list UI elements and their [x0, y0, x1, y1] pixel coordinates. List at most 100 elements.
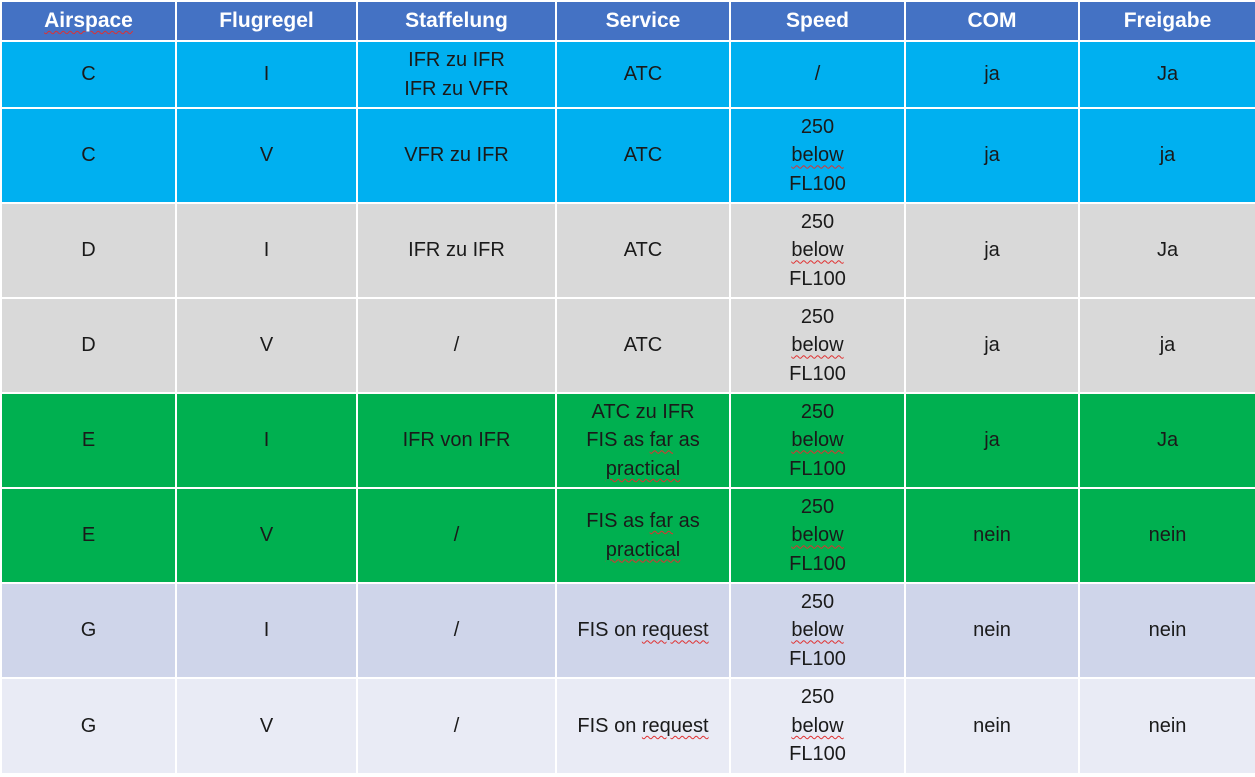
cell-service: FIS on request: [555, 677, 731, 775]
header-label: COM: [967, 8, 1017, 32]
cell-line: D: [81, 239, 96, 262]
cell-line: 250: [800, 400, 835, 423]
table-row: C V VFR zu IFR ATC 250 below FL100 ja ja: [0, 107, 1255, 204]
cell-staffelung: IFR zu IFR IFR zu VFR: [356, 40, 557, 109]
header-freigabe: Freigabe: [1078, 0, 1255, 42]
spellcheck-word: far: [649, 510, 674, 532]
spellcheck-word: request: [641, 714, 709, 737]
cell-line: G: [80, 714, 97, 737]
cell-line: /: [453, 524, 460, 547]
header-label: Speed: [785, 8, 850, 32]
cell-line: IFR zu IFR: [408, 239, 505, 262]
cell-line: C: [81, 63, 96, 86]
cell-line: nein: [973, 714, 1011, 737]
spellcheck-word: practical: [605, 457, 681, 480]
cell-line: E: [81, 429, 96, 452]
spellcheck-word: below: [791, 619, 844, 642]
cell-line: below: [731, 426, 904, 455]
cell-line: /: [453, 714, 460, 737]
spellcheck-word: below: [791, 144, 844, 167]
cell-line: IFR zu VFR: [404, 77, 509, 100]
cell-com: ja: [904, 202, 1080, 299]
table-header: Airspace Flugregel Staffelung Service Speed C…: [0, 0, 1255, 42]
cell-service: ATC: [555, 297, 731, 394]
cell-flugregel: V: [175, 677, 358, 775]
cell-line: FIS as far as: [586, 429, 700, 452]
cell-line: FL100: [789, 647, 846, 670]
cell-freigabe: Ja: [1078, 40, 1255, 109]
header-row: Airspace Flugregel Staffelung Service Speed C…: [0, 0, 1255, 42]
cell-line: 250: [800, 305, 835, 328]
cell-freigabe: nein: [1078, 677, 1255, 775]
cell-line: below: [731, 521, 904, 550]
table-row: G I / FIS on request 250 below FL100 nein nein: [0, 582, 1255, 679]
cell-service: ATC: [555, 40, 731, 109]
cell-line: 250: [800, 495, 835, 518]
cell-line: Ja: [1156, 429, 1179, 452]
cell-flugregel: V: [175, 487, 358, 584]
cell-service: FIS on request: [555, 582, 731, 679]
cell-line: ja: [984, 63, 1000, 86]
cell-line: below: [731, 331, 904, 360]
cell-line: nein: [1148, 619, 1187, 642]
cell-speed: /: [729, 40, 906, 109]
cell-line: /: [453, 619, 460, 642]
header-label: Freigabe: [1123, 8, 1212, 32]
cell-service: ATC zu IFR FIS as far as practical: [555, 392, 731, 489]
cell-flugregel: I: [175, 40, 358, 109]
cell-freigabe: ja: [1078, 107, 1255, 204]
spellcheck-word: below: [791, 429, 844, 452]
table-row: C I IFR zu IFR IFR zu VFR ATC / ja Ja: [0, 40, 1255, 109]
cell-staffelung: /: [356, 297, 557, 394]
cell-line: ATC: [623, 144, 663, 167]
cell-line: 250: [800, 590, 835, 613]
cell-staffelung: IFR zu IFR: [356, 202, 557, 299]
cell-speed: 250 below FL100: [729, 582, 906, 679]
cell-line: I: [263, 239, 270, 262]
cell-speed: 250 below FL100: [729, 392, 906, 489]
cell-line: /: [814, 63, 821, 86]
header-flugregel: Flugregel: [175, 0, 358, 42]
cell-line: V: [259, 524, 274, 547]
cell-staffelung: /: [356, 582, 557, 679]
cell-com: nein: [904, 582, 1080, 679]
cell-com: nein: [904, 487, 1080, 584]
cell-line: ATC zu IFR: [591, 400, 695, 423]
cell-line: ja: [984, 334, 1000, 357]
cell-airspace: C: [0, 107, 177, 204]
cell-flugregel: I: [175, 392, 358, 489]
cell-service: ATC: [555, 202, 731, 299]
cell-line: FL100: [789, 362, 846, 385]
table-row: G V / FIS on request 250 below FL100 nein nein: [0, 677, 1255, 775]
cell-line: 250: [800, 210, 835, 233]
cell-airspace: D: [0, 202, 177, 299]
cell-line: below: [731, 141, 904, 170]
cell-line: below: [731, 712, 904, 741]
cell-line: V: [259, 144, 274, 167]
cell-freigabe: nein: [1078, 582, 1255, 679]
cell-staffelung: /: [356, 677, 557, 775]
cell-staffelung: IFR von IFR: [356, 392, 557, 489]
header-service: Service: [555, 0, 731, 42]
cell-speed: 250 below FL100: [729, 487, 906, 584]
cell-line: below: [731, 236, 904, 265]
cell-line: ATC: [623, 239, 663, 262]
cell-line: I: [263, 429, 270, 452]
cell-com: ja: [904, 297, 1080, 394]
cell-staffelung: VFR zu IFR: [356, 107, 557, 204]
cell-line: FIS on request: [577, 714, 709, 737]
cell-freigabe: ja: [1078, 297, 1255, 394]
spellcheck-word: far: [649, 429, 674, 452]
cell-line: ja: [984, 429, 1000, 452]
spellcheck-word: Airspace: [44, 8, 133, 32]
cell-line: ja: [984, 239, 1000, 262]
cell-line: nein: [973, 619, 1011, 642]
cell-speed: 250 below FL100: [729, 202, 906, 299]
cell-freigabe: Ja: [1078, 202, 1255, 299]
cell-freigabe: Ja: [1078, 392, 1255, 489]
header-com: COM: [904, 0, 1080, 42]
cell-line: E: [81, 524, 96, 547]
cell-line: D: [81, 334, 96, 357]
spellcheck-word: request: [641, 619, 709, 642]
cell-line: Ja: [1156, 63, 1179, 86]
